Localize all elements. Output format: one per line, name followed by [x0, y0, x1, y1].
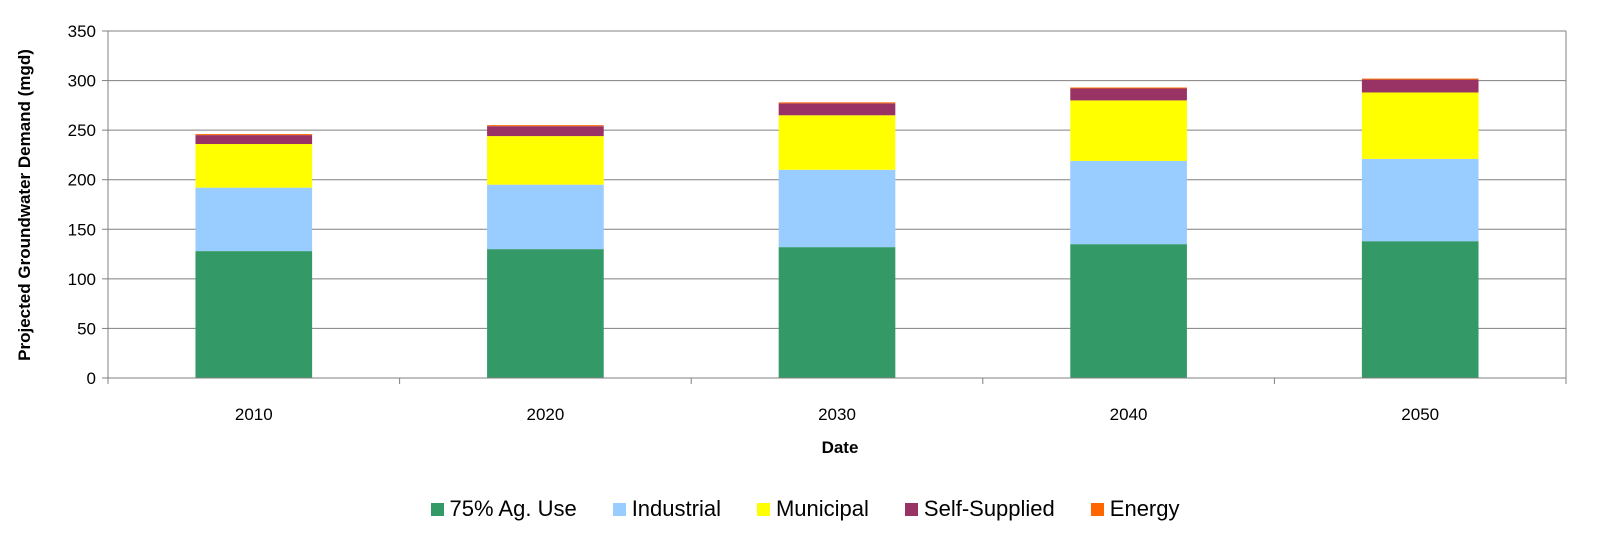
bar-segment-industrial	[487, 184, 604, 250]
bar-segment-self-supplied	[487, 126, 604, 137]
bar-segment-75-ag-use	[1361, 241, 1479, 378]
bar-segment-self-supplied	[1070, 88, 1187, 101]
bar-segment-energy	[1070, 87, 1187, 89]
legend-label: Municipal	[775, 496, 869, 521]
bar-segment-75-ag-use	[778, 247, 896, 378]
y-tick-label: 350	[68, 22, 96, 41]
bar-segment-self-supplied	[1361, 79, 1479, 93]
bar-segment-municipal	[1361, 92, 1479, 159]
y-axis-label: Projected Groundwater Demand (mgd)	[15, 49, 34, 361]
y-tick-label: 50	[77, 319, 96, 338]
legend-item: Energy	[1090, 496, 1180, 522]
y-tick-label: 200	[68, 171, 96, 190]
bar-segment-municipal	[195, 144, 313, 188]
legend-item: Self-Supplied	[904, 496, 1055, 522]
legend-item: Municipal	[756, 496, 869, 522]
y-tick-label: 300	[68, 72, 96, 91]
bar-segment-75-ag-use	[487, 249, 604, 378]
legend-label: Self-Supplied	[923, 496, 1055, 521]
legend-swatch	[756, 502, 770, 516]
y-tick-label: 0	[87, 369, 96, 388]
bars	[195, 78, 1479, 378]
bar-segment-energy	[487, 125, 604, 127]
bar-segment-energy	[778, 102, 896, 104]
bar-segment-industrial	[1361, 158, 1479, 242]
legend-item: 75% Ag. Use	[430, 496, 577, 522]
legend-item: Industrial	[612, 496, 721, 522]
axes: 0 50 100 150 200 250 300 350 2010 2020 2030 2040 205…	[68, 22, 1567, 424]
x-tick-label: 2030	[818, 405, 856, 424]
bar-segment-self-supplied	[778, 103, 896, 116]
bar-segment-municipal	[778, 115, 896, 170]
bar-segment-industrial	[195, 187, 313, 252]
legend-swatch	[904, 502, 918, 516]
legend-swatch	[612, 502, 626, 516]
legend-swatch	[430, 502, 444, 516]
bar-segment-municipal	[487, 136, 604, 185]
bar-segment-municipal	[1070, 100, 1187, 161]
bar-segment-industrial	[1070, 160, 1187, 245]
x-tick-label: 2050	[1401, 405, 1439, 424]
y-tick-label: 250	[68, 121, 96, 140]
x-tick-label: 2040	[1110, 405, 1148, 424]
legend-label: Industrial	[631, 496, 721, 521]
y-tick-label: 150	[68, 220, 96, 239]
bar-segment-energy	[1361, 78, 1479, 80]
x-tick-label: 2010	[235, 405, 273, 424]
legend-label: 75% Ag. Use	[449, 496, 577, 521]
bar-segment-75-ag-use	[195, 251, 313, 378]
y-tick-label: 100	[68, 270, 96, 289]
bar-segment-energy	[195, 134, 313, 136]
legend-swatch	[1090, 502, 1104, 516]
bar-segment-self-supplied	[195, 135, 313, 145]
x-axis-label: Date	[822, 438, 859, 457]
bar-segment-75-ag-use	[1070, 244, 1187, 378]
x-tick-label: 2020	[526, 405, 564, 424]
bar-segment-industrial	[778, 169, 896, 248]
legend-label: Energy	[1109, 496, 1180, 521]
legend: 75% Ag. Use Industrial Municipal Self-Suppl…	[0, 496, 1610, 522]
